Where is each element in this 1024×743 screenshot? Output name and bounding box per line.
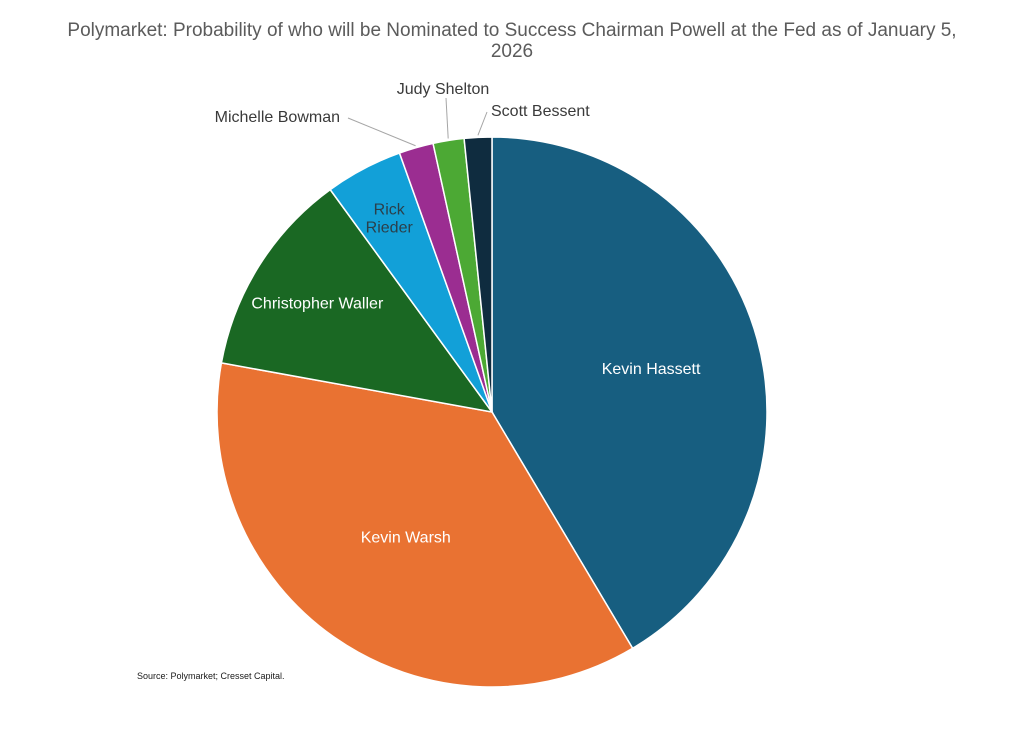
pie-slice-christopher-waller [220, 188, 494, 414]
slice-label-kevin-warsh: Kevin Warsh [361, 529, 451, 546]
slice-label-judy-shelton: Judy Shelton [397, 81, 490, 98]
leader-line-michelle-bowman [347, 117, 416, 147]
chart-title: Polymarket: Probability of who will be N… [67, 20, 957, 62]
pie-slice-kevin-warsh [216, 362, 634, 688]
source-note: Source: Polymarket; Cresset Capital. [137, 671, 285, 681]
pie-slice-scott-bessent [463, 136, 493, 413]
slice-label-rick-rieder: Rick Rieder [366, 201, 414, 236]
leader-line-judy-shelton [445, 97, 449, 139]
leader-line-scott-bessent [477, 111, 488, 136]
slice-label-kevin-hassett: Kevin Hassett [602, 361, 701, 378]
slice-label-michelle-bowman: Michelle Bowman [215, 109, 340, 126]
slice-label-scott-bessent: Scott Bessent [491, 103, 590, 120]
pie-slice-kevin-hassett [491, 136, 768, 650]
slice-label-christopher-waller: Christopher Waller [251, 295, 384, 312]
